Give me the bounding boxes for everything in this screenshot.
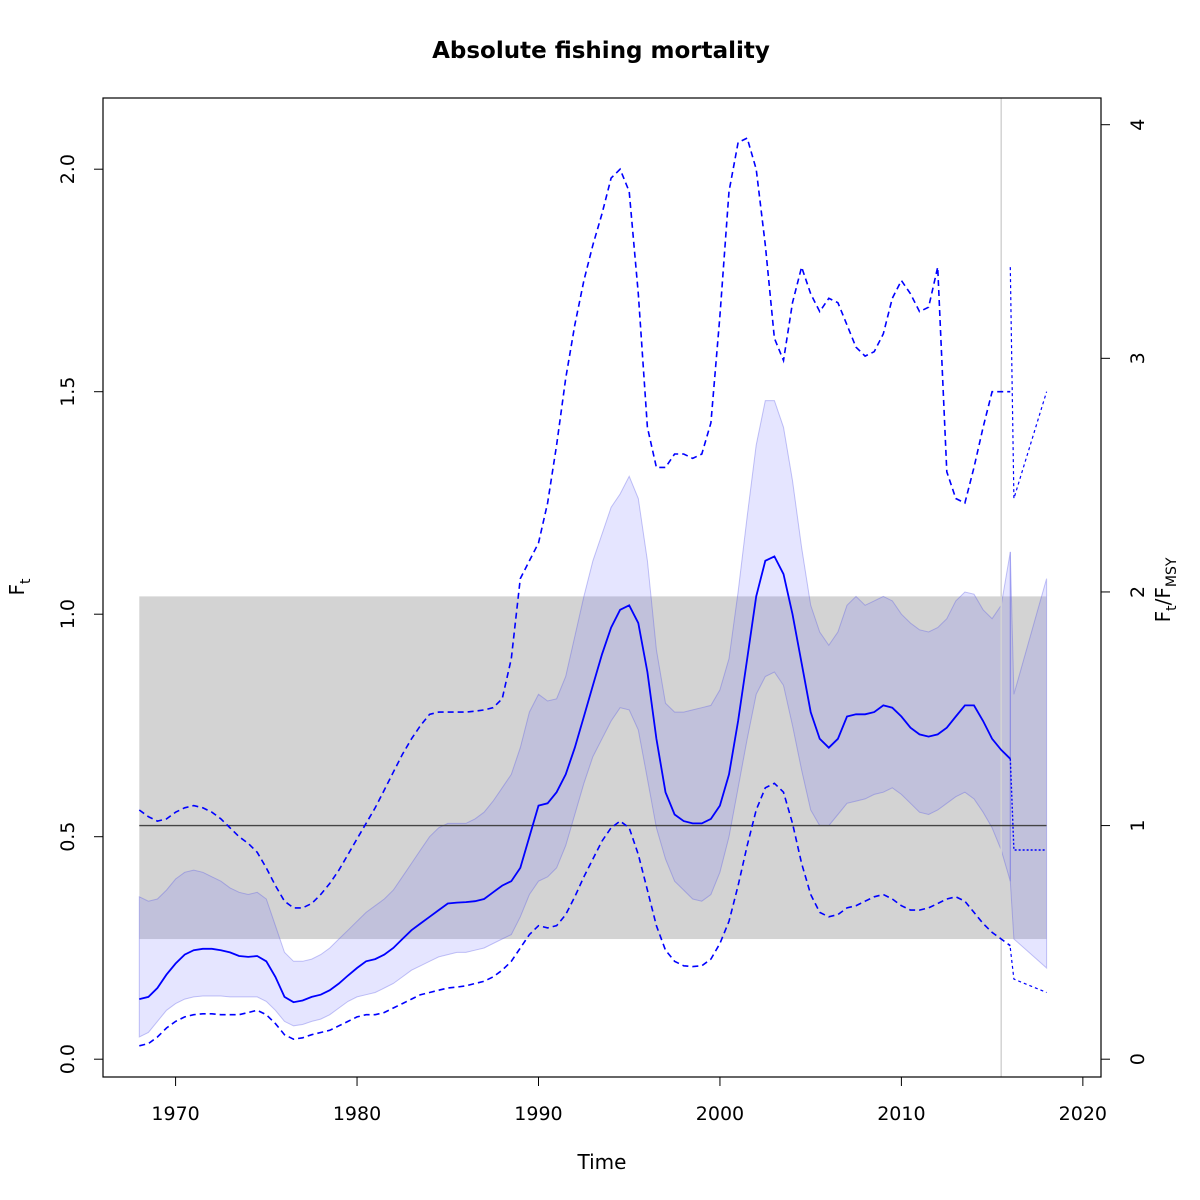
y2-axis-label: Ft/FMSY [1151, 557, 1180, 622]
x-tick-label: 2010 [877, 1103, 925, 1125]
x-tick-label: 1980 [333, 1103, 381, 1125]
y2-tick-label: 2 [1127, 586, 1149, 598]
y2-axis-label-sub2: MSY [1164, 557, 1180, 587]
y2-axis-label-sub1: t [1164, 605, 1180, 611]
x-tick-label: 2020 [1059, 1103, 1107, 1125]
forecast-upper-dashed-line [1009, 267, 1048, 499]
y-axis-label-main: F [5, 584, 29, 596]
x-tick-label: 1990 [514, 1103, 562, 1125]
y2-tick-label: 0 [1127, 1053, 1149, 1065]
fmsy-band-layer [139, 596, 1047, 940]
upper-dashed-line [138, 136, 1011, 909]
fmsy-ci-band [139, 596, 1047, 940]
y2-axis-label-slash: /F [1151, 587, 1175, 605]
forecast-estimate-line [1009, 758, 1047, 851]
y-axis-label: Ft [5, 578, 34, 596]
y-tick-label: 0.0 [57, 1044, 79, 1074]
estimate-line [139, 555, 1011, 1004]
plot-frame [102, 97, 1102, 1078]
lower-dashed-line [139, 782, 1011, 1047]
y-axis-label-sub: t [18, 578, 34, 584]
y-tick-label: 2.0 [57, 154, 79, 184]
forecast-ci-area [1009, 551, 1048, 970]
lines-layer [138, 98, 1048, 1077]
axes-layer: 1970 1980 1990 2000 2010 2020 0.0 0.5 1.0 1.5 2.0 0… [57, 119, 1149, 1125]
forecast-lower-dashed-line [1009, 947, 1047, 994]
x-tick-label: 1970 [151, 1103, 199, 1125]
y-tick-label: 1.0 [57, 599, 79, 629]
y2-axis-label-main: F [1151, 611, 1175, 623]
ci-layer [138, 400, 1048, 1038]
chart-title: Absolute fishing mortality [432, 38, 770, 64]
y2-tick-label: 1 [1127, 820, 1149, 832]
y2-tick-label: 4 [1127, 119, 1149, 131]
y-tick-label: 1.5 [57, 377, 79, 407]
x-axis-label: Time [577, 1150, 627, 1174]
x-tick-label: 2000 [696, 1103, 744, 1125]
y-tick-label: 0.5 [57, 822, 79, 852]
ci-area [138, 400, 1011, 1038]
y2-tick-label: 3 [1127, 352, 1149, 364]
